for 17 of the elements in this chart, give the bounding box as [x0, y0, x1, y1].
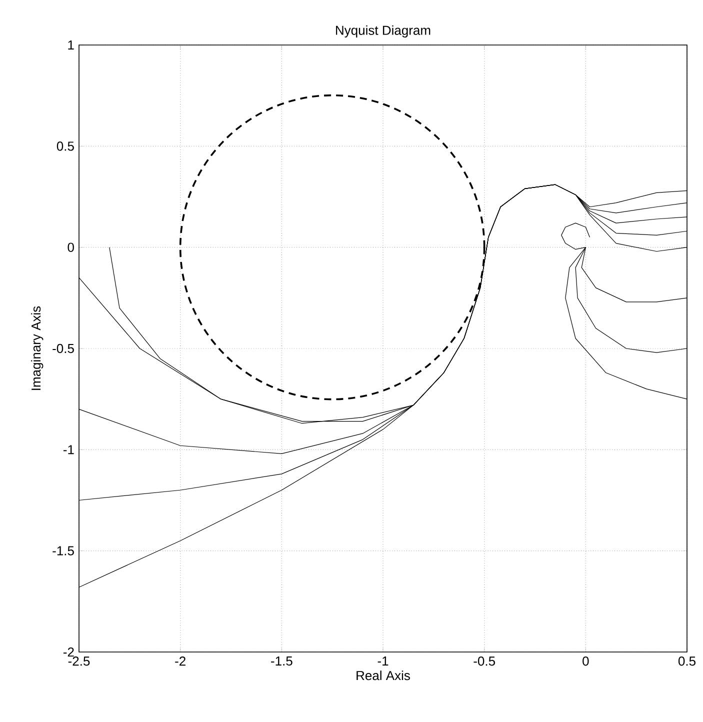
y-axis-title: Imaginary Axis [31, 306, 44, 390]
x-tick-label: -2.5 [68, 656, 90, 666]
x-tick-label: -0.5 [474, 656, 495, 666]
y-tick-label: 1 [68, 40, 74, 50]
chart-title: Nyquist Diagram [336, 25, 430, 38]
x-tick-label: 0 [582, 656, 589, 666]
y-tick-label: -1.5 [52, 546, 74, 556]
y-tick-label: -0.5 [52, 344, 74, 354]
x-tick-label: -2 [175, 656, 186, 666]
x-axis-title: Real Axis [356, 670, 410, 680]
y-tick-label: -1 [63, 445, 74, 454]
x-tick-label: 0.5 [678, 656, 696, 666]
y-tick-label: 0.5 [56, 142, 74, 151]
x-tick-label: -1 [378, 656, 388, 666]
y-tick-label: -2 [63, 647, 74, 657]
y-tick-label: 0 [68, 242, 74, 252]
x-tick-label: -1.5 [271, 656, 292, 666]
